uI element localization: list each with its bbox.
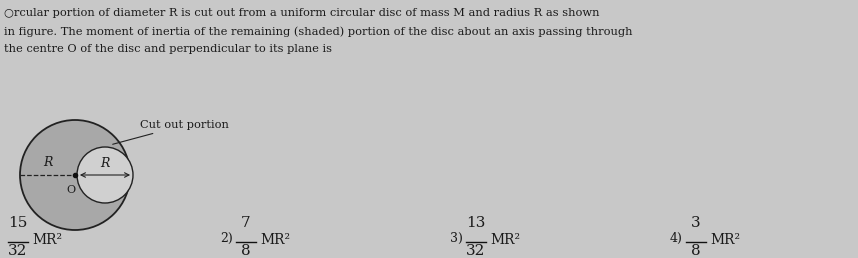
Text: 32: 32 [466,244,486,258]
Circle shape [77,147,133,203]
Text: 13: 13 [466,216,486,230]
Text: MR²: MR² [32,233,62,247]
Text: the centre O of the disc and perpendicular to its plane is: the centre O of the disc and perpendicul… [4,44,332,54]
Text: MR²: MR² [260,233,290,247]
Text: in figure. The moment of inertia of the remaining (shaded) portion of the disc a: in figure. The moment of inertia of the … [4,26,632,37]
Text: ○rcular portion of diameter R is cut out from a uniform circular disc of mass M : ○rcular portion of diameter R is cut out… [4,8,600,18]
Text: 4): 4) [670,232,683,245]
Text: R: R [100,157,110,170]
Text: 32: 32 [9,244,27,258]
Text: Cut out portion: Cut out portion [112,120,229,144]
Text: MR²: MR² [710,233,740,247]
Text: R: R [43,156,52,169]
Text: 8: 8 [241,244,251,258]
Text: 8: 8 [692,244,701,258]
Text: O: O [66,185,76,195]
Text: 3: 3 [692,216,701,230]
Text: 7: 7 [241,216,251,230]
Text: 15: 15 [9,216,27,230]
Circle shape [20,120,130,230]
Text: 2): 2) [220,232,233,245]
Text: MR²: MR² [490,233,520,247]
Text: 3): 3) [450,232,462,245]
